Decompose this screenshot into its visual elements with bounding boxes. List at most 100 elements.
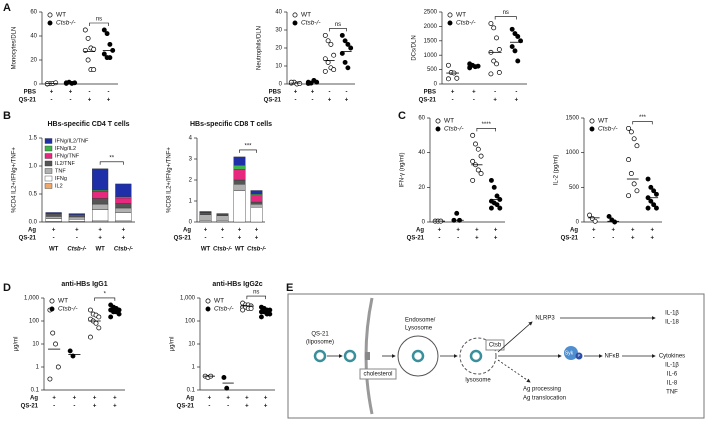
- bar-segment: [115, 212, 132, 222]
- row-label: Ag: [183, 228, 191, 234]
- data-point: [488, 205, 494, 211]
- y-tick-label: 0.0: [29, 220, 38, 226]
- y-tick-label: 20: [30, 58, 37, 64]
- row-mark: -: [208, 404, 210, 410]
- legend-label: WT: [301, 12, 311, 19]
- legend-label: WT: [598, 118, 608, 125]
- data-point: [454, 210, 460, 216]
- category-label: Ctsb-/-: [213, 247, 232, 253]
- diagram-label: IL-6: [667, 372, 678, 378]
- data-point: [82, 27, 88, 33]
- data-point: [494, 35, 499, 41]
- data-point: [87, 307, 93, 313]
- data-point: [91, 67, 97, 73]
- row-mark: +: [475, 228, 479, 234]
- legend-marker: [435, 126, 441, 132]
- significance-label: ns: [503, 10, 509, 16]
- y-tick-label: 4: [189, 136, 193, 142]
- y-axis-label: IFN-γ (ng/ml): [400, 153, 406, 188]
- legend-marker: [447, 12, 453, 18]
- bar-segment: [115, 207, 132, 213]
- y-tick-label: 3: [189, 157, 193, 163]
- significance-bracket: [239, 149, 257, 153]
- legend-label: WT: [56, 12, 66, 19]
- row-mark: -: [593, 236, 595, 242]
- data-point: [70, 353, 76, 359]
- data-point: [494, 193, 500, 199]
- data-point: [478, 153, 484, 159]
- row-mark: +: [93, 404, 97, 410]
- legend-swatch: [44, 183, 53, 189]
- data-point: [85, 57, 91, 63]
- diagram-label: NFκB: [605, 354, 620, 360]
- data-point: [634, 188, 640, 194]
- row-mark: +: [264, 404, 268, 410]
- row-mark: +: [345, 98, 349, 104]
- y-tick-label: 1.0: [29, 164, 38, 170]
- data-point: [494, 61, 499, 67]
- y-tick-label: 40: [275, 10, 282, 16]
- data-point: [331, 67, 337, 73]
- data-point: [101, 51, 107, 57]
- row-mark: +: [208, 396, 212, 402]
- diagram-label: P: [578, 353, 581, 358]
- legend-marker: [589, 118, 595, 124]
- legend-label: WT: [58, 298, 68, 305]
- data-point: [325, 38, 331, 44]
- diagram-label: Ag processing: [523, 387, 561, 393]
- bar-segment: [199, 212, 212, 215]
- row-mark: -: [515, 90, 517, 96]
- row-label: PBS: [269, 90, 281, 96]
- data-point: [55, 364, 61, 370]
- bar-segment: [216, 213, 229, 216]
- diagram-label: (liposome): [306, 340, 334, 346]
- row-mark: -: [312, 98, 314, 104]
- data-point: [651, 202, 657, 208]
- data-point: [91, 46, 97, 52]
- row-mark: -: [227, 404, 229, 410]
- diagram-label: Cytokines: [659, 354, 685, 360]
- data-point: [53, 341, 58, 347]
- y-tick-label: 60: [30, 10, 37, 16]
- legend-label: Ctsb-/-: [444, 126, 464, 133]
- legend-marker: [447, 20, 453, 26]
- category-label: Ctsb-/-: [114, 247, 133, 253]
- legend-label: WT: [456, 12, 466, 19]
- data-point: [654, 205, 659, 211]
- row-mark: -: [329, 90, 331, 96]
- significance-label: ns: [335, 22, 341, 28]
- row-label: QS-21: [21, 404, 39, 410]
- y-tick-label: 1,000: [180, 296, 196, 302]
- row-mark: +: [98, 228, 102, 234]
- y-tick-label: 1.5: [29, 136, 38, 142]
- legend-label: IFNg: [55, 176, 67, 182]
- diagram-label: NLRP3: [535, 316, 555, 322]
- row-mark: +: [255, 236, 259, 242]
- data-point: [345, 41, 351, 47]
- y-axis-label: %CD4 IL2+/IFNg+/TNF+: [12, 147, 18, 213]
- data-point: [651, 188, 657, 194]
- legend-label: IFNg/IL2/TNF: [55, 138, 89, 144]
- row-mark: +: [122, 228, 126, 234]
- data-point: [470, 132, 476, 138]
- y-tick-label: 20: [275, 46, 282, 52]
- legend-label: IL2/TNF: [55, 161, 76, 167]
- data-point: [328, 41, 334, 47]
- y-tick-label: 0: [434, 82, 438, 88]
- legend-marker: [49, 306, 55, 312]
- row-mark: +: [311, 90, 315, 96]
- row-mark: +: [88, 98, 92, 104]
- row-mark: +: [494, 236, 498, 242]
- data-point: [322, 32, 328, 38]
- data-point: [96, 325, 102, 331]
- bar-segment: [216, 215, 229, 222]
- category-label: Ctsb-/-: [247, 247, 266, 253]
- arrow: [497, 321, 533, 353]
- row-mark: -: [295, 98, 297, 104]
- row-label: Ag: [186, 396, 194, 402]
- data-point: [626, 157, 632, 163]
- category-label: WT: [201, 247, 211, 253]
- data-point: [288, 79, 294, 85]
- y-axis-label: μg/ml: [170, 337, 176, 352]
- y-tick-label: 1000: [566, 150, 580, 156]
